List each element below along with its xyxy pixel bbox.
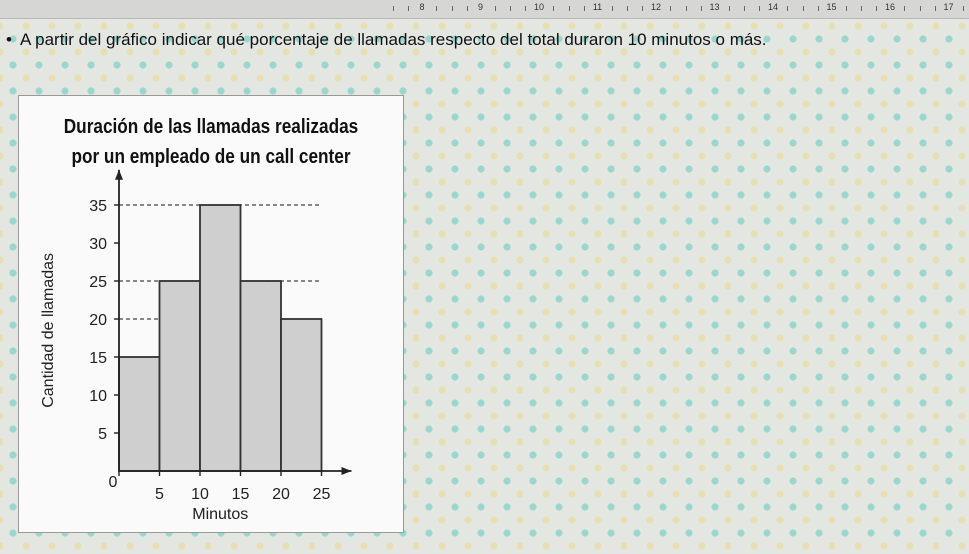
ruler-tick <box>759 6 760 11</box>
y-tick-label: 30 <box>89 236 107 253</box>
ruler-number: 16 <box>884 2 896 12</box>
chart-card: Duración de las llamadas realizadas por … <box>18 95 404 533</box>
ruler-number: 15 <box>826 2 837 12</box>
y-tick-label: 10 <box>89 388 107 405</box>
ruler-tick <box>553 6 554 11</box>
ruler-number: 12 <box>650 2 662 12</box>
ruler-number: 9 <box>477 2 484 12</box>
ruler-tick <box>845 6 847 11</box>
y-tick-label: 35 <box>89 198 107 215</box>
y-tick-label: 20 <box>89 312 107 329</box>
ruler-tick <box>642 6 643 11</box>
x-axis-title: Minutos <box>192 506 248 523</box>
ruler-tick <box>525 6 526 11</box>
ruler-tick <box>451 6 453 11</box>
ruler-tick <box>700 6 702 11</box>
histogram-bar <box>118 356 161 472</box>
document-ruler: 8 9 10 11 12 13 14 15 16 17 <box>0 0 969 19</box>
histogram-bar <box>158 280 201 472</box>
x-tick-label: 5 <box>155 486 164 503</box>
chart-subtitle: por un empleado de un call center <box>71 146 351 168</box>
x-axis-arrow <box>341 467 352 475</box>
ruler-tick <box>466 6 468 11</box>
bullet-icon: • <box>6 30 12 49</box>
ruler-tick <box>934 6 936 11</box>
ruler-tick <box>728 6 730 11</box>
ruler-tick <box>436 6 437 11</box>
y-axis-arrow <box>115 169 123 180</box>
ruler-tick <box>393 6 394 11</box>
x-tick-label: 15 <box>232 486 250 503</box>
ruler-tick <box>861 6 862 11</box>
ruler-tick <box>627 6 628 11</box>
ruler-tick <box>787 6 788 11</box>
ruler-tick <box>583 6 585 11</box>
ruler-tick <box>494 6 496 11</box>
ruler-number: 13 <box>709 2 720 12</box>
y-axis-title: Cantidad de llamadas <box>40 253 57 408</box>
ruler-tick <box>408 6 409 11</box>
histogram-bar <box>239 280 282 472</box>
ruler-tick <box>802 6 804 11</box>
ruler-number: 17 <box>943 2 954 12</box>
x-tick-label: 25 <box>313 486 331 503</box>
question-text: • A partir del gráfico indicar qué porcen… <box>6 30 767 50</box>
histogram-bar <box>199 204 242 472</box>
histogram-bar <box>280 318 323 472</box>
ruler-number: 10 <box>533 2 545 12</box>
question-label: A partir del gráfico indicar qué porcent… <box>20 30 767 49</box>
ruler-tick <box>919 6 921 11</box>
chart-title: Duración de las llamadas realizadas <box>63 116 359 138</box>
y-tick-label: 15 <box>89 350 107 367</box>
ruler-tick <box>611 6 613 11</box>
ruler-tick <box>670 6 671 11</box>
ruler-tick <box>685 6 687 11</box>
ruler-number: 8 <box>419 2 425 12</box>
y-tick-label: 5 <box>98 426 107 443</box>
ruler-tick <box>510 6 511 11</box>
x-tick-label: 0 <box>109 474 118 491</box>
histogram-chart: 5 10 15 20 25 30 35 0 5 10 15 20 25 Minutos Cantidad d… <box>40 169 352 523</box>
ruler-tick <box>962 6 964 11</box>
ruler-tick <box>817 6 819 11</box>
ruler-number: 14 <box>767 2 779 12</box>
ruler-tick <box>904 6 905 11</box>
ruler-tick <box>568 6 570 11</box>
x-tick-label: 10 <box>191 486 209 503</box>
ruler-tick <box>876 6 877 11</box>
ruler-number: 11 <box>592 2 603 12</box>
y-tick-label: 25 <box>89 274 107 291</box>
ruler-tick <box>744 6 745 11</box>
x-tick-label: 20 <box>272 486 290 503</box>
